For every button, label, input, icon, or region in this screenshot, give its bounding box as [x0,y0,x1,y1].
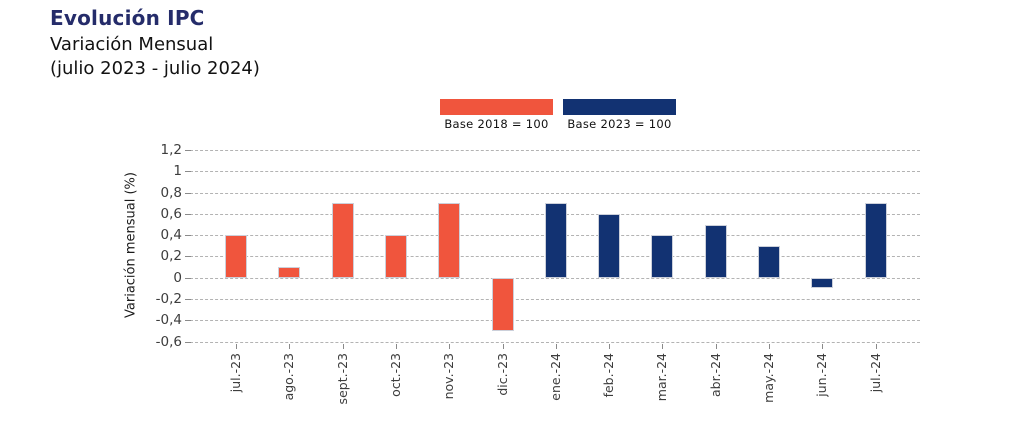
x-tick-label: jul.-24 [867,353,883,393]
legend-swatch-base-2023 [563,99,676,115]
x-tick-mark [395,344,397,349]
x-tick-mark [822,344,824,349]
gridline [190,341,920,343]
legend-label-base-2018: Base 2018 = 100 [444,117,549,131]
y-tick-label: 1,2 [160,142,182,159]
x-tick-mark [449,344,451,349]
x-tick-label: mar.-24 [654,353,670,402]
y-tick-label: -0,6 [155,333,182,350]
chart-subtitle: Variación Mensual [50,34,214,55]
gridline [190,298,920,300]
x-tick-mark [555,344,557,349]
gridline [190,320,920,322]
x-tick-label: jul.-23 [228,353,243,393]
bar-jul-24 [864,203,887,278]
bar-feb-24 [598,213,621,278]
legend-item-base-2018: Base 2018 = 100 [440,99,553,131]
bar-jun-24 [811,277,834,289]
y-tick-label: 1 [173,163,182,180]
x-tick-mark [662,344,664,349]
x-tick-label: ago.-23 [281,353,297,401]
x-tick-label: sept.-23 [334,353,350,405]
x-tick-label: oct.-23 [387,353,403,397]
x-tick-mark [609,344,611,349]
y-tick-label: -0,2 [155,290,182,307]
legend-label-base-2023: Base 2023 = 100 [567,117,672,131]
gridline [190,171,920,173]
chart-period-range: (julio 2023 - julio 2024) [50,58,260,79]
legend-swatch-base-2018 [440,99,553,115]
legend-item-base-2023: Base 2023 = 100 [563,99,676,131]
y-tick-mark [185,192,191,194]
x-tick-mark [342,344,344,349]
bar-jul-23 [225,235,247,278]
x-tick-label: nov.-23 [441,353,457,400]
bar-sept-23 [331,203,354,278]
y-tick-label: -0,4 [155,312,182,329]
gridline [190,277,920,279]
x-tick-label: dic.-23 [494,353,510,396]
x-tick-mark [502,344,504,349]
x-tick-label: ene.-24 [547,353,563,401]
x-tick-label: abr.-24 [707,353,723,397]
bar-oct-23 [384,235,407,278]
y-tick-mark [185,256,191,258]
chart-title: Evolución IPC [50,6,205,30]
bar-nov-23 [438,203,461,278]
y-tick-mark [185,171,191,173]
y-tick-mark [185,235,191,237]
y-tick-label: 0,8 [160,184,182,201]
bar-dic-23 [491,277,514,331]
x-tick-mark [715,344,717,349]
gridline [190,192,920,194]
legend: Base 2018 = 100 Base 2023 = 100 [440,99,676,131]
bar-mar-24 [651,235,674,278]
bar-ene-24 [544,203,567,278]
x-tick-label: may.-24 [761,353,776,403]
bar-ago-23 [278,267,301,278]
x-tick-mark [875,344,877,349]
y-tick-mark [185,320,191,322]
y-tick-label: 0,4 [160,227,182,244]
y-tick-mark [185,298,191,300]
bar-may-24 [758,245,780,278]
y-tick-label: 0,2 [160,248,182,265]
x-tick-mark [769,344,770,349]
y-tick-mark [185,213,191,215]
y-tick-mark [185,150,191,152]
y-tick-label: 0,6 [160,205,182,222]
chart-header: Evolución IPC Variación Mensual (julio 2… [50,6,260,81]
gridline [190,150,920,152]
x-tick-mark [236,344,237,349]
x-tick-label: feb.-24 [601,353,617,398]
y-tick-label: 0 [173,269,182,286]
x-tick-mark [289,344,291,349]
bar-abr-24 [704,224,727,278]
y-tick-mark [185,277,191,279]
y-tick-mark [185,341,191,343]
x-tick-label: jun.-24 [814,353,830,397]
